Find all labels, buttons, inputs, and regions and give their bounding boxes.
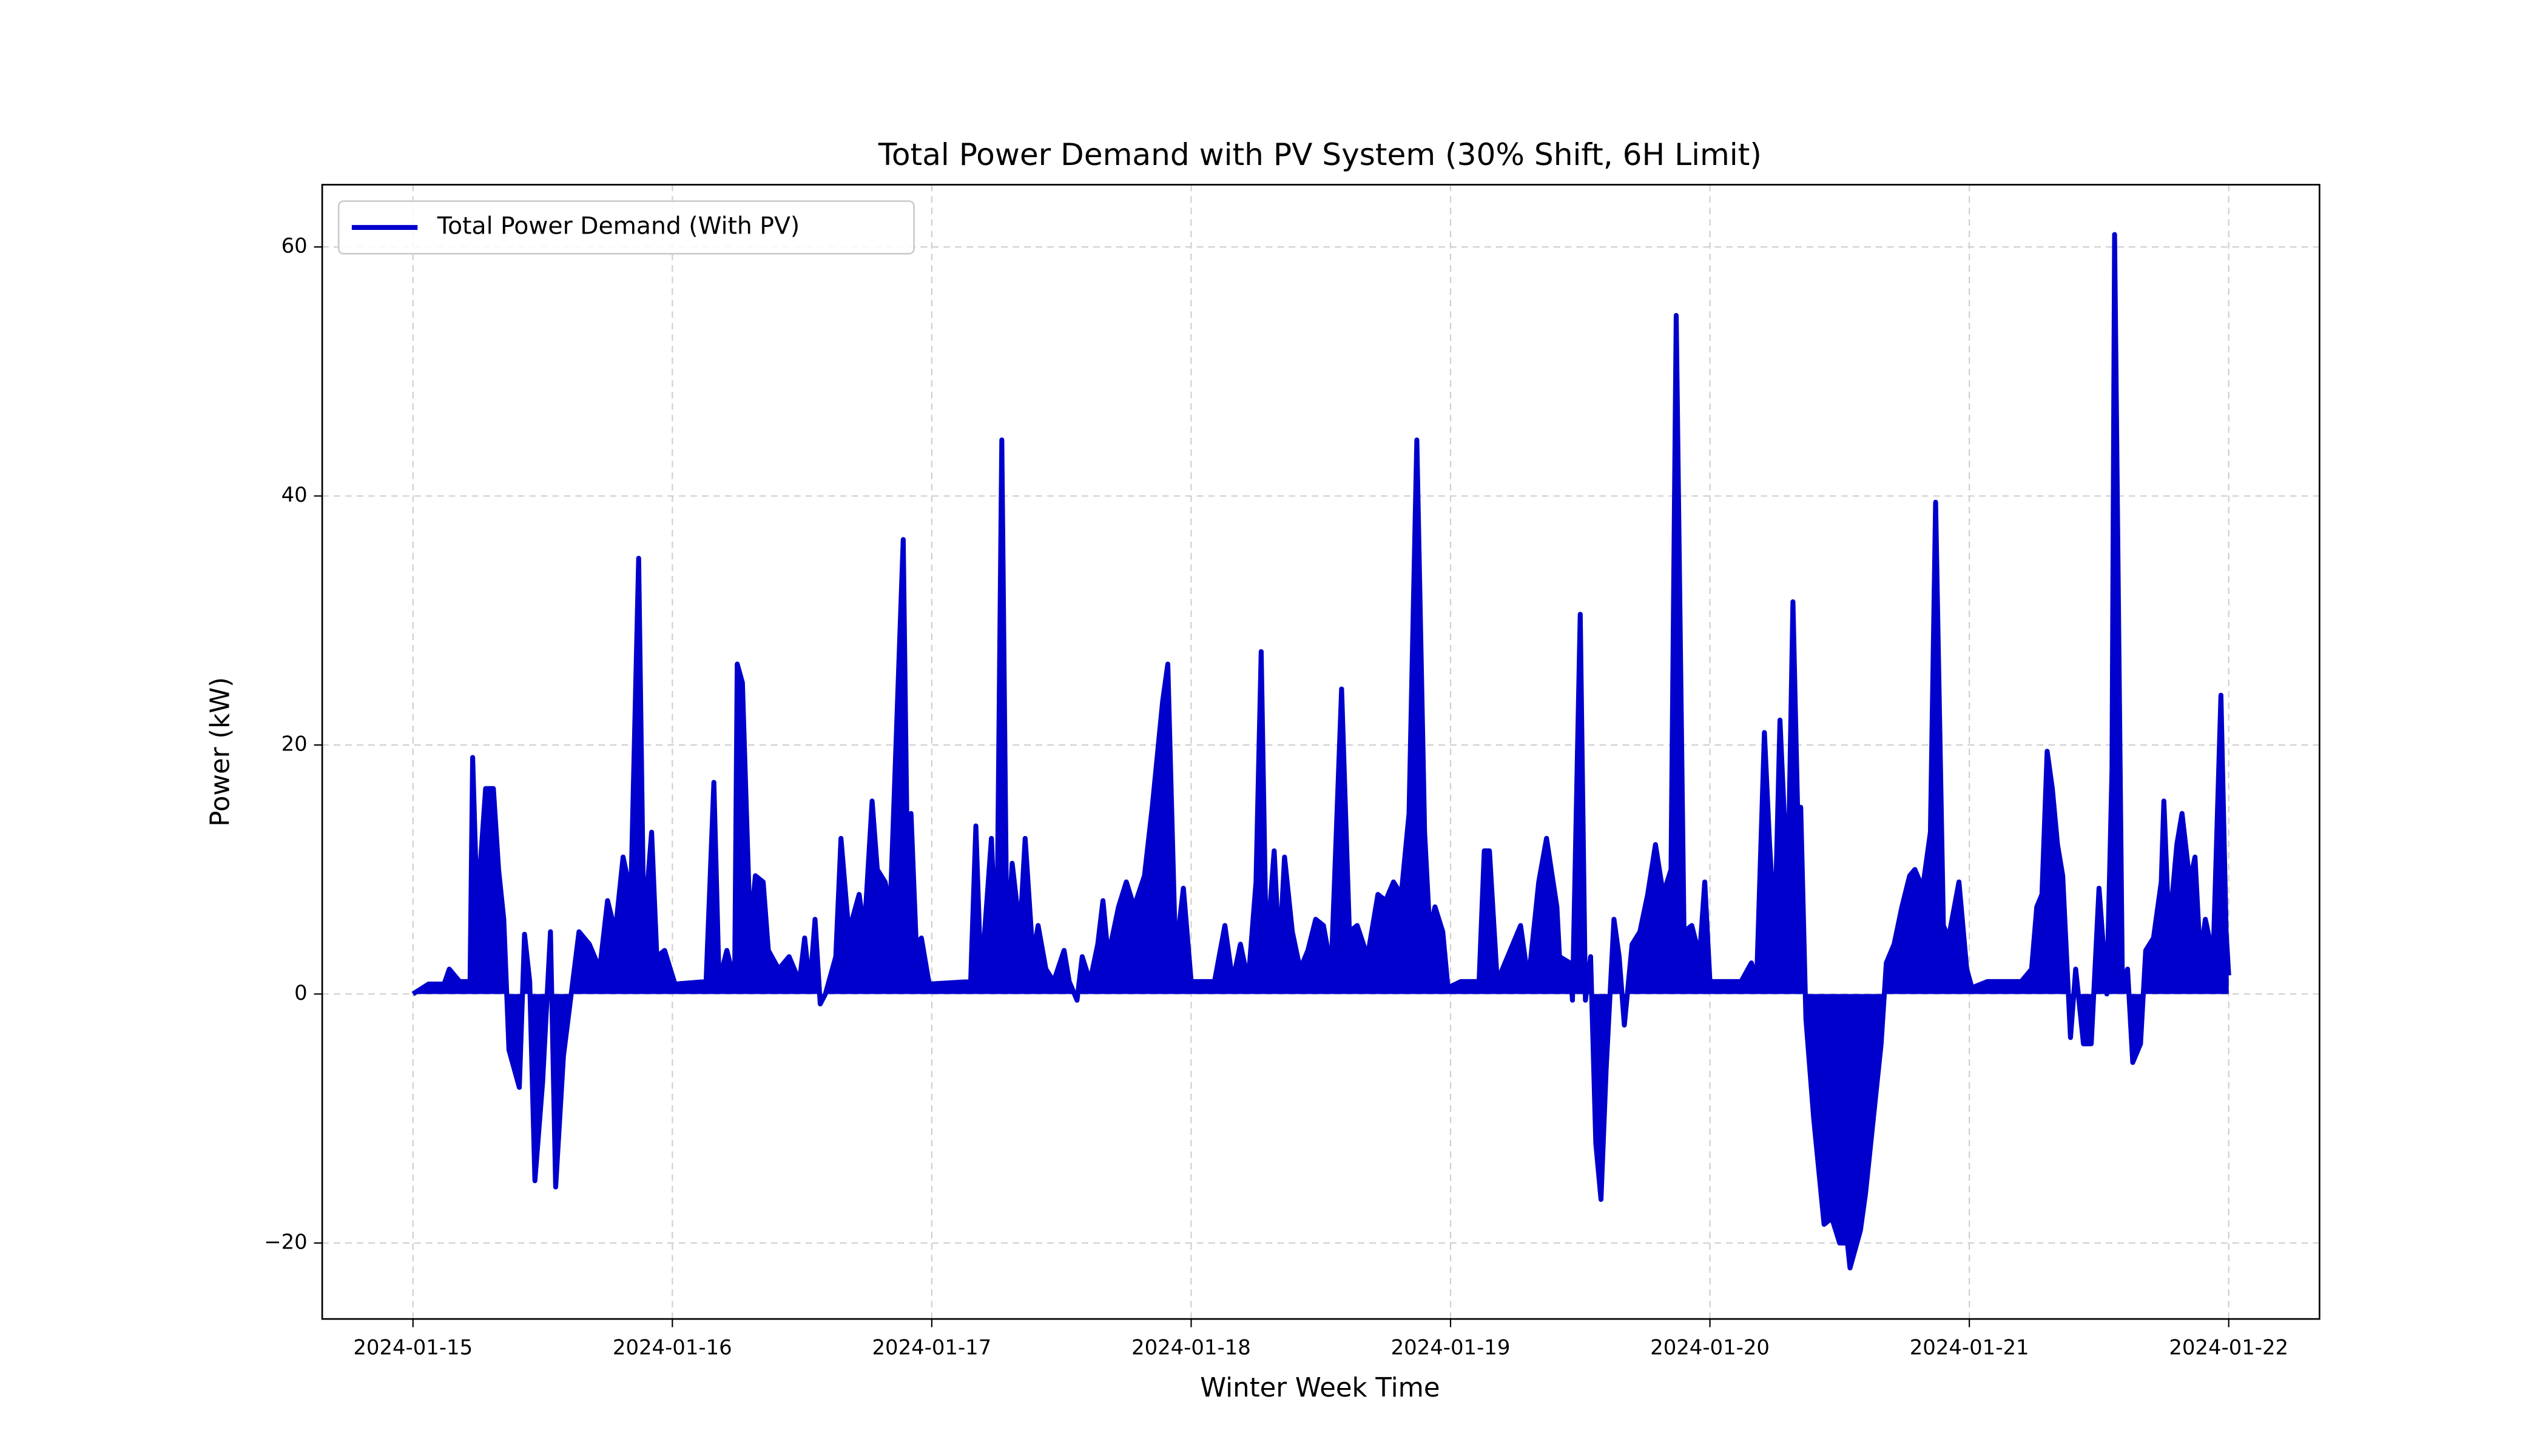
x-axis-label: Winter Week Time [1200,1373,1440,1403]
x-tick-label: 2024-01-19 [1391,1335,1511,1359]
axes-frame [321,184,2320,1320]
plot-area [411,232,2231,1271]
chart-title: Total Power Demand with PV System (30% S… [878,136,1762,172]
x-tick-label: 2024-01-22 [2169,1335,2288,1359]
y-tick-label: −20 [264,1230,307,1253]
legend-box [337,200,915,255]
x-tick-label: 2024-01-21 [1910,1335,2029,1359]
x-tick-label: 2024-01-20 [1650,1335,1770,1359]
y-tick-label: 20 [281,732,308,756]
y-tick-label: 40 [281,483,308,507]
y-tick-label: 0 [294,981,308,1005]
x-tick-label: 2024-01-17 [872,1335,991,1359]
x-tick-label: 2024-01-15 [353,1335,473,1359]
legend-label: Total Power Demand (With PV) [437,212,800,240]
x-tick-label: 2024-01-18 [1131,1335,1251,1359]
x-tick-label: 2024-01-16 [613,1335,732,1359]
area [413,234,2229,1268]
y-axis-label: Power (kW) [205,677,235,827]
y-tick-label: 60 [281,234,308,258]
line [411,232,2231,1271]
